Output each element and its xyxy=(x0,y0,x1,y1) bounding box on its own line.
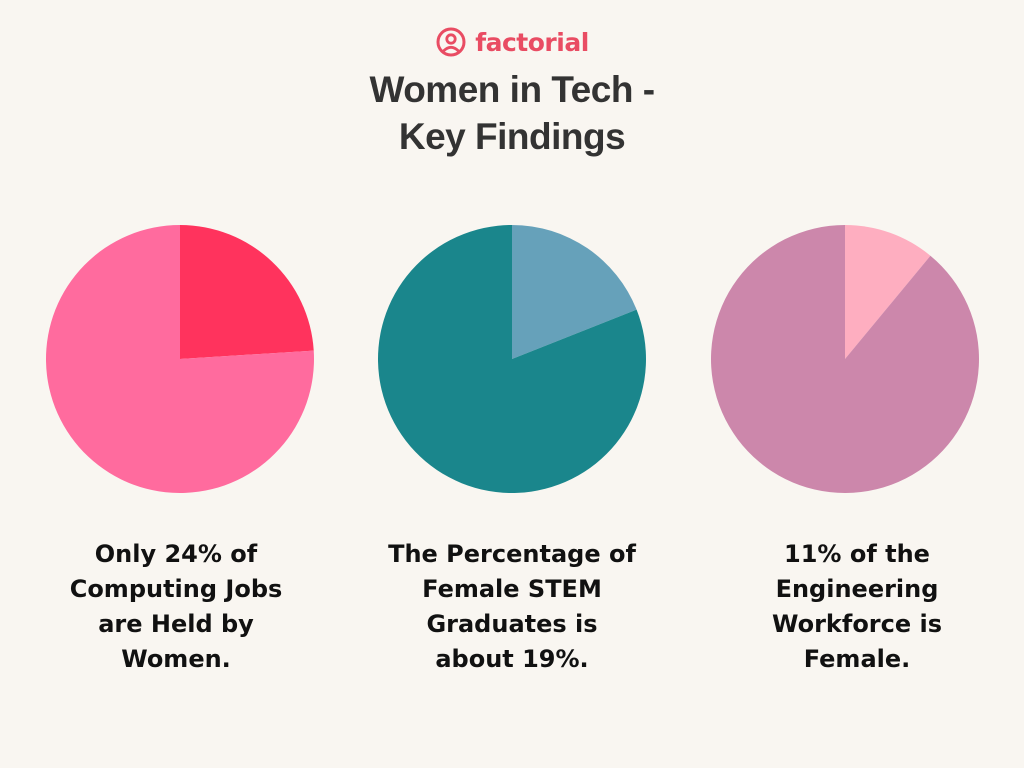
caption-line: about 19%. xyxy=(435,645,589,673)
pie-2-slice-2 xyxy=(377,225,646,493)
pie-1-slice-2 xyxy=(45,225,315,493)
brand-logo: factorial xyxy=(0,26,1024,58)
caption-line: Engineering xyxy=(775,575,939,603)
caption-line: Computing Jobs xyxy=(69,575,283,603)
pie-charts xyxy=(45,225,979,493)
chart-caption-engineering-workforce: 11% of the Engineering Workforce is Fema… xyxy=(707,537,1007,677)
caption-line: 11% of the xyxy=(784,540,930,568)
caption-line: The Percentage of xyxy=(388,540,636,568)
caption-line: Female. xyxy=(803,645,911,673)
pie-2-slice-1 xyxy=(512,225,637,359)
chart-caption-computing-jobs: Only 24% of Computing Jobs are Held by W… xyxy=(26,537,326,677)
caption-line: Female STEM xyxy=(422,575,602,603)
caption-line: Graduates is xyxy=(426,610,598,638)
pie-1-slice-1 xyxy=(180,225,314,359)
brand-name: factorial xyxy=(475,27,589,57)
title-line-1: Women in Tech - xyxy=(369,69,655,110)
caption-line: are Held by xyxy=(98,610,254,638)
caption-line: Women. xyxy=(121,645,231,673)
pie-3-slice-2 xyxy=(710,225,979,493)
title-line-2: Key Findings xyxy=(398,116,626,157)
pie-3-slice-1 xyxy=(845,225,931,359)
page-title: Women in Tech - Key Findings xyxy=(0,66,1024,160)
caption-line: Workforce is xyxy=(771,610,943,638)
user-circle-icon xyxy=(436,27,466,57)
caption-line: Only 24% of xyxy=(94,540,258,568)
chart-caption-stem-graduates: The Percentage of Female STEM Graduates … xyxy=(362,537,662,677)
